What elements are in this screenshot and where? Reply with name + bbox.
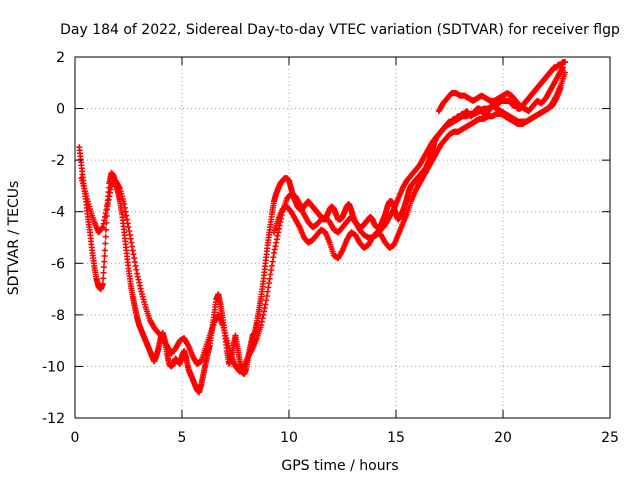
data-marker: [559, 64, 566, 71]
data-marker: [101, 252, 108, 259]
x-tick-label: 20: [494, 430, 512, 446]
data-marker: [562, 59, 569, 66]
y-axis-label: SDTVAR / TECUs: [6, 181, 22, 296]
y-axis-tick-labels: -12 -10 -8 -6 -4 -2 0 2: [42, 50, 65, 427]
data-marker: [102, 233, 109, 240]
data-series: [78, 69, 569, 375]
x-axis-label: GPS time / hours: [281, 458, 398, 474]
data-marker: [100, 264, 107, 271]
y-tick-label: -12: [42, 411, 65, 427]
x-tick-label: 10: [280, 430, 298, 446]
x-axis-tick-labels: 0 5 10 15 20 25: [71, 430, 619, 446]
data-marker: [557, 84, 564, 91]
y-tick-label: 2: [56, 50, 65, 66]
data-series: [435, 64, 566, 115]
y-tick-label: 0: [56, 102, 65, 118]
x-tick-label: 15: [387, 430, 405, 446]
data-marker: [100, 275, 107, 282]
y-tick-label: -8: [51, 308, 65, 324]
data-marker: [103, 226, 110, 233]
data-marker: [101, 258, 108, 265]
data-series: [271, 84, 564, 262]
axis-ticks: [74, 56, 611, 419]
x-tick-label: 5: [178, 430, 187, 446]
data-markers: [76, 59, 569, 396]
y-tick-label: -4: [51, 205, 65, 221]
plot-frame: [74, 56, 611, 419]
data-marker: [102, 240, 109, 247]
data-marker: [100, 269, 107, 276]
data-marker: [101, 247, 108, 254]
x-tick-label: 0: [71, 430, 80, 446]
y-tick-label: -10: [42, 359, 65, 375]
y-tick-label: -6: [51, 256, 65, 272]
y-tick-label: -2: [51, 153, 65, 169]
data-marker: [99, 280, 106, 287]
x-tick-label: 25: [601, 430, 619, 446]
chart-title: Day 184 of 2022, Sidereal Day-to-day VTE…: [60, 22, 620, 38]
